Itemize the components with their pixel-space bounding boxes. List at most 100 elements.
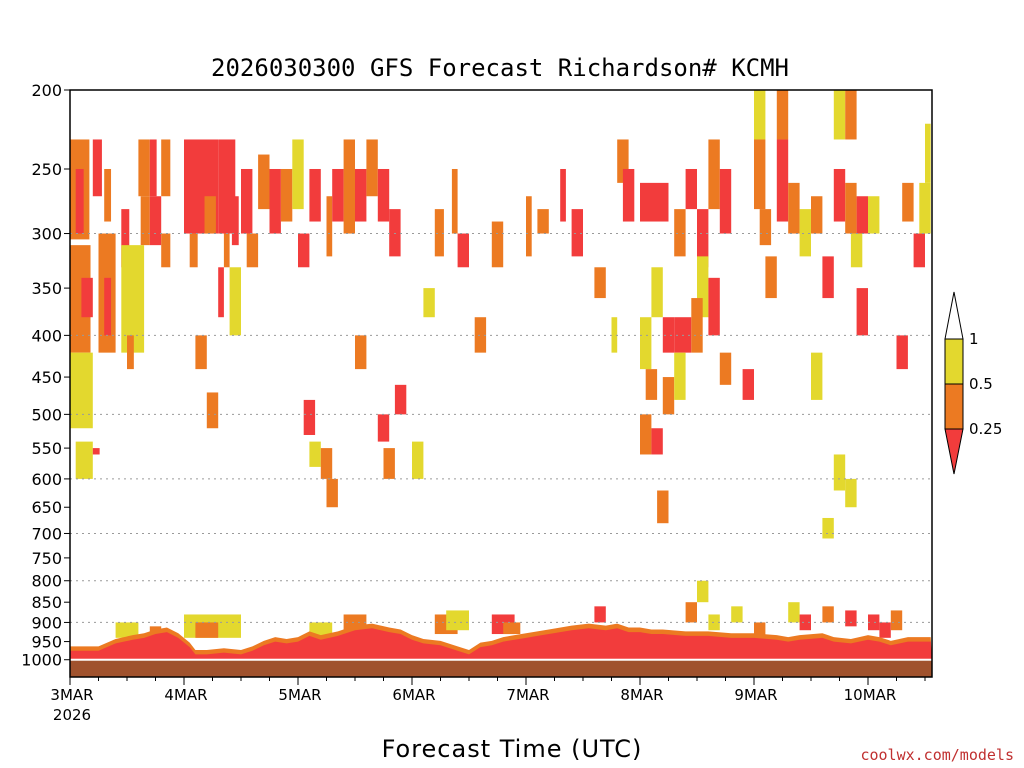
ri-cell: [879, 622, 891, 638]
ri-cell: [241, 168, 253, 234]
y-tick-label: 350: [31, 279, 62, 298]
ri-cell: [355, 335, 367, 370]
ri-cell: [651, 267, 663, 318]
ri-cell: [754, 139, 766, 210]
ri-cell: [845, 182, 857, 234]
colorbar-bottom-arrow: [944, 428, 964, 475]
ri-cell: [868, 614, 880, 631]
ri-cell: [708, 614, 720, 631]
ri-cell: [640, 182, 669, 222]
ri-cell: [754, 90, 766, 140]
y-tick-label: 950: [31, 633, 62, 652]
x-tick-label: 4MAR: [164, 686, 207, 704]
ri-cell: [394, 384, 407, 415]
ri-cell: [560, 168, 566, 222]
ri-cell: [75, 441, 93, 479]
ri-cell: [423, 288, 435, 318]
ri-cell: [121, 245, 145, 353]
ri-cell: [685, 168, 697, 210]
credit-text: coolwx.com/models: [860, 746, 1014, 764]
ri-cell: [81, 277, 93, 318]
ri-cell: [434, 209, 444, 257]
ri-cell: [377, 168, 390, 222]
ri-cell: [332, 168, 344, 222]
ri-cell: [868, 196, 880, 234]
ri-cell: [92, 448, 100, 455]
ri-cell: [149, 139, 157, 197]
ri-cell: [697, 209, 709, 268]
y-tick-label: 250: [31, 160, 62, 179]
ri-cell: [474, 317, 487, 353]
y-axis: 200 250 300 350 400 450 500 550 600 650 700 750 800 8…: [21, 81, 70, 670]
ri-cell: [856, 288, 868, 336]
ri-cell: [691, 298, 703, 353]
ri-cell: [594, 606, 606, 623]
ri-cell: [697, 256, 709, 318]
y-tick-label: 750: [31, 549, 62, 568]
ri-cell: [104, 168, 112, 222]
ri-cell: [457, 233, 469, 268]
ri-cell: [611, 317, 618, 353]
ri-cell: [377, 414, 390, 442]
ri-cell: [719, 352, 732, 385]
ri-cell: [913, 233, 925, 268]
ri-cell: [685, 602, 697, 623]
ri-cell: [75, 168, 84, 234]
ri-cell: [355, 168, 367, 222]
ri-cell: [343, 139, 355, 234]
plot-frame: [69, 89, 933, 678]
ri-cell: [799, 614, 811, 631]
ri-cell: [845, 90, 857, 140]
surface-line: [70, 658, 932, 661]
ri-cell: [189, 233, 198, 268]
ri-cell: [195, 622, 219, 638]
ri-cell: [833, 454, 846, 491]
x-axis: 3MAR 4MAR 5MAR 6MAR 7MAR 8MAR 9MAR 10MAR: [50, 677, 926, 704]
ri-cell: [309, 441, 321, 467]
x-tick-label: 9MAR: [734, 686, 777, 704]
y-tick-label: 600: [31, 470, 62, 489]
ri-cell: [719, 168, 732, 234]
ri-cell: [269, 168, 281, 234]
ri-cell: [121, 209, 130, 268]
ri-cell: [161, 233, 171, 268]
x-tick-label: 5MAR: [278, 686, 321, 704]
ri-cell: [526, 196, 532, 257]
ri-cell: [617, 139, 629, 183]
y-tick-label: 700: [31, 524, 62, 543]
ri-cell: [218, 267, 224, 318]
boundary-layer: [70, 623, 932, 661]
y-tick-label: 900: [31, 613, 62, 632]
x-tick-label: 7MAR: [506, 686, 549, 704]
y-tick-label: 1000: [21, 651, 62, 670]
ri-cell: [640, 414, 652, 455]
ri-cell: [657, 490, 669, 524]
ri-cell: [662, 377, 675, 415]
ri-cell: [298, 233, 310, 268]
y-tick-label: 450: [31, 368, 62, 387]
ri-cell: [765, 256, 777, 299]
ri-cell: [822, 256, 834, 299]
ri-cell: [383, 448, 395, 479]
ri-cell: [292, 139, 304, 210]
ri-cell: [833, 168, 846, 222]
x-tick-label: 3MAR: [50, 686, 93, 704]
x-year-label: 2026: [53, 706, 91, 724]
y-tick-label: 850: [31, 593, 62, 612]
ri-cell: [845, 478, 857, 508]
ri-cell: [229, 267, 241, 336]
ri-cell: [742, 369, 754, 400]
y-tick-label: 800: [31, 572, 62, 591]
ri-cell: [218, 139, 236, 234]
y-tick-label: 550: [31, 439, 62, 458]
ri-cell: [206, 392, 219, 429]
ri-cell: [149, 196, 162, 246]
ri-cell: [708, 277, 720, 336]
ri-cell: [776, 139, 789, 222]
y-tick-label: 300: [31, 225, 62, 244]
ri-cell: [280, 168, 293, 222]
ri-cell: [451, 168, 458, 234]
ri-cell: [127, 335, 134, 370]
ri-cell: [326, 478, 338, 508]
ri-cell: [759, 209, 772, 246]
